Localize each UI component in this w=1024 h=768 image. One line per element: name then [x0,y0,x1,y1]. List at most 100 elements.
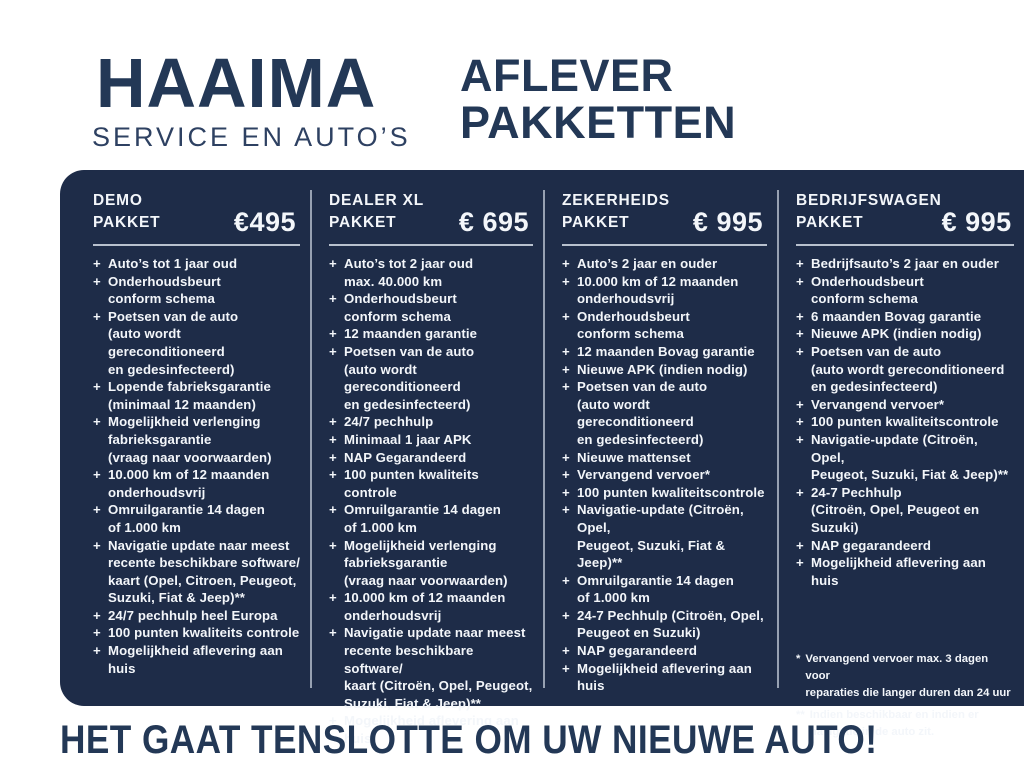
plus-bullet-icon: + [562,607,570,623]
package-item-text: 24/7 pechhulp [344,414,434,430]
plus-bullet-icon: + [93,643,101,659]
package-item: + Mogelijkheid verlenging fabrieksgaranti… [93,413,300,466]
plus-bullet-icon: + [93,256,101,271]
package-item-text: Poetsen van de auto (auto wordt gerecond… [811,343,1005,395]
package-item: + Navigatie update naar meest recente bes… [93,537,300,607]
header-rule [329,244,533,246]
plus-bullet-icon: + [93,537,101,553]
plus-bullet-icon: + [93,379,101,395]
plus-bullet-icon: + [329,537,337,553]
package-item-text: 100 punten kwaliteitscontrole [577,484,765,500]
footnote: * Vervangend vervoer max. 3 dagen voor re… [796,651,1014,702]
package-item: +10.000 km of 12 maanden onderhoudsvrij [93,466,300,501]
package-item-text: Poetsen van de auto (auto wordt gerecond… [344,343,475,412]
package-item: + Vervangend vervoer* [796,396,1014,414]
package-item-text: Bedrijfsauto’s 2 jaar en ouder [811,256,999,271]
package-item: + Auto’s tot 2 jaar oud max. 40.000 km [329,255,533,290]
package-item: + Poetsen van de auto (auto wordt gerecon… [796,343,1014,396]
package-item: +10.000 km of 12 maanden onderhoudsvrij [562,273,767,308]
package-item: + Navigatie update naar meest recente bes… [329,624,533,712]
plus-bullet-icon: + [562,467,570,483]
package-item-text: Nieuwe APK (indien nodig) [577,361,748,377]
package-header: DEALER XL PAKKET € 695 [329,190,533,237]
footnote-text: Indien beschikbaar en indien er navigati… [809,709,979,739]
package-price: €495 [233,207,296,237]
package-price: € 995 [692,207,763,237]
plus-bullet-icon: + [562,502,570,518]
footnote-text: Vervangend vervoer max. 3 dagen voor rep… [805,653,1011,700]
page-title-line2: PAKKETTEN [460,97,737,148]
package-item-text: Mogelijkheid aflevering aan huis [811,555,986,588]
package-item-text: 24-7 Pechhulp (Citroën, Opel, Peugeot en… [577,607,764,641]
package-item: + Mogelijkheid aflevering aan huis [796,554,1014,589]
package-item: + Poetsen van de auto (auto wordt gerecon… [329,343,533,413]
package-item: +100 punten kwaliteits controle [329,466,533,501]
plus-bullet-icon: + [329,449,337,465]
package-item: + NAP Gegarandeerd [329,449,533,467]
package-item: + NAP gegarandeerd [796,537,1014,555]
package-items: + Auto’s 2 jaar en ouder +10.000 km of 12 … [562,255,767,695]
package-item-text: Minimaal 1 jaar APK [344,431,472,447]
package-item-text: Mogelijkheid aflevering aan huis [108,643,283,676]
package-item: + Onderhoudsbeurt conform schema [796,273,1014,308]
package-item-text: Onderhoudsbeurt conform schema [811,273,924,307]
package-item: +6 maanden Bovag garantie [796,308,1014,326]
package-name: BEDRIJFSWAGEN PAKKET [796,192,942,231]
plus-bullet-icon: + [562,572,570,588]
package-item: +24-7 Pechhulp (Citroën, Opel, Peugeot e… [796,484,1014,537]
package-column: DEMO PAKKET €495 + Auto’s tot 1 jaar oud +… [60,190,310,688]
plus-bullet-icon: + [562,361,570,377]
package-item-text: 12 maanden garantie [344,326,478,342]
plus-bullet-icon: + [796,537,804,553]
package-name: DEALER XL PAKKET [329,192,425,231]
plus-bullet-icon: + [796,431,804,447]
package-items: + Auto’s tot 2 jaar oud max. 40.000 km + On… [329,255,533,748]
plus-bullet-icon: + [796,273,804,289]
package-item: +100 punten kwaliteits controle [93,624,300,642]
package-item-text: 6 maanden Bovag garantie [811,308,982,324]
page-title-line1: AFLEVER [460,50,674,101]
plus-bullet-icon: + [329,291,337,307]
package-price: € 695 [458,207,529,237]
brand-logo-text: HAAIMA [96,44,377,122]
package-item: +12 maanden garantie [329,325,533,343]
package-item-text: NAP gegarandeerd [577,643,698,659]
plus-bullet-icon: + [93,414,101,430]
package-item: + Onderhoudsbeurt conform schema [329,290,533,325]
package-column: DEALER XL PAKKET € 695 + Auto’s tot 2 jaa… [310,190,543,746]
package-name: DEMO PAKKET [93,192,161,231]
plus-bullet-icon: + [562,379,570,395]
header-rule [93,244,300,246]
package-item: +10.000 km of 12 maanden onderhoudsvrij [329,589,533,624]
footnotes: * Vervangend vervoer max. 3 dagen voor re… [796,651,1014,741]
package-item: + Mogelijkheid aflevering aan huis [93,642,300,677]
package-item: + Navigatie-update (Citroën, Opel, Peugeo… [562,501,767,571]
plus-bullet-icon: + [329,625,337,641]
package-item-text: Onderhoudsbeurt conform schema [344,291,457,324]
package-item: +24/7 pechhulp heel Europa [93,607,300,625]
tagline: HET GAAT TENSLOTTE OM UW NIEUWE AUTO! [60,718,878,762]
package-item: +24-7 Pechhulp (Citroën, Opel, Peugeot e… [562,607,767,642]
package-item-text: Lopende fabrieksgarantie (minimaal 12 ma… [108,379,271,412]
plus-bullet-icon: + [562,643,570,659]
package-item-text: Navigatie update naar meest recente besc… [344,625,533,711]
brand-subtitle: SERVICE EN AUTO’S [92,122,411,152]
package-item: + Omruilgarantie 14 dagen of 1.000 km [93,501,300,536]
package-item-text: Navigatie-update (Citroën, Opel, Peugeot… [577,502,744,571]
package-item-text: 10.000 km of 12 maanden onderhoudsvrij [344,590,506,623]
package-item: + Auto’s tot 1 jaar oud [93,255,300,273]
package-item-text: 10.000 km of 12 maanden onderhoudsvrij [108,467,270,500]
plus-bullet-icon: + [93,502,101,518]
footnote-marker: * [796,653,801,666]
plus-bullet-icon: + [93,607,101,623]
plus-bullet-icon: + [562,308,570,324]
package-item-text: Mogelijkheid verlenging fabrieksgarantie… [344,537,508,588]
package-item: +100 punten kwaliteitscontrole [562,484,767,502]
package-column: BEDRIJFSWAGEN PAKKET € 995 + Bedrijfsauto… [777,190,1024,738]
package-header: ZEKERHEIDS PAKKET € 995 [562,190,767,237]
plus-bullet-icon: + [93,273,101,289]
plus-bullet-icon: + [329,431,337,447]
package-item-text: NAP Gegarandeerd [344,449,467,465]
plus-bullet-icon: + [329,256,337,271]
package-header: BEDRIJFSWAGEN PAKKET € 995 [796,190,1014,236]
